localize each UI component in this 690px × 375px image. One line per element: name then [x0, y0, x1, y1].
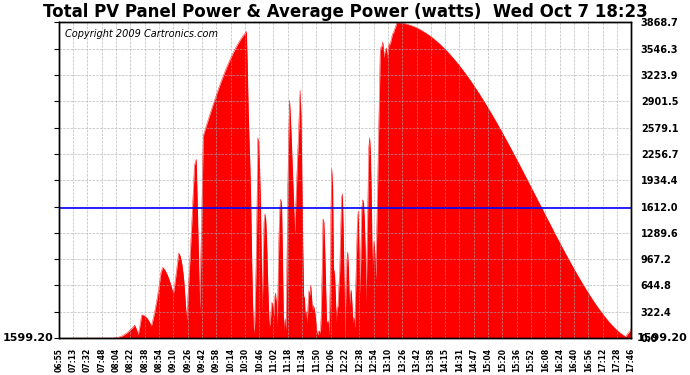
Text: 1599.20: 1599.20: [637, 333, 688, 343]
Text: Copyright 2009 Cartronics.com: Copyright 2009 Cartronics.com: [65, 28, 217, 39]
Title: Total PV Panel Power & Average Power (watts)  Wed Oct 7 18:23: Total PV Panel Power & Average Power (wa…: [43, 3, 647, 21]
Text: 1599.20: 1599.20: [2, 333, 53, 343]
